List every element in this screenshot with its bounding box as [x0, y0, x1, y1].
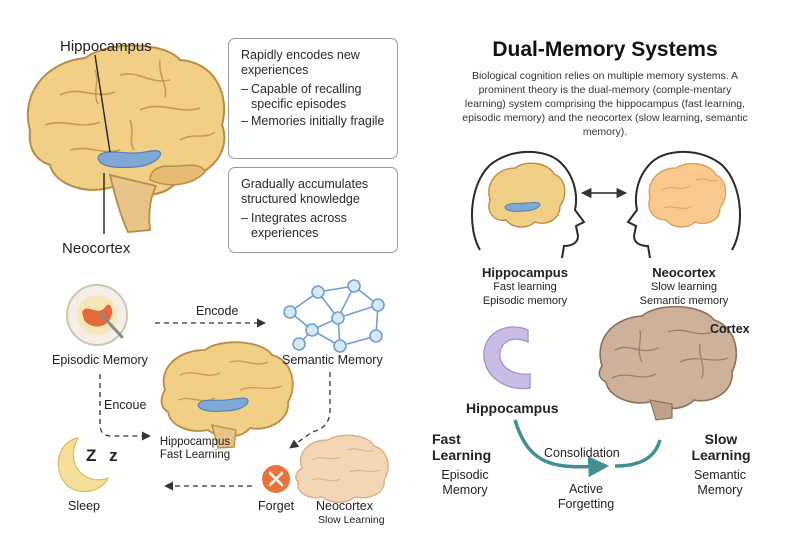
semantic-memory-label: Semantic Memory [282, 353, 383, 367]
hippocampus-info-box: Rapidly encodes new experiences Capable … [228, 38, 398, 159]
hippocampus-shape-icon [483, 326, 531, 390]
consolidation-arrow-tail [614, 439, 662, 468]
cortex-brain-icon [598, 305, 738, 421]
hippocampus-bottom-label: Hippocampus [466, 400, 559, 416]
hippocampus-label: Hippocampus [60, 38, 152, 55]
hippocampus-pointer [94, 54, 111, 153]
encode-label: Encode [196, 304, 239, 318]
hippocampus-fast-learning-label: Hippocampus Fast Learning [150, 436, 240, 462]
neocortex-label: Neocortex [62, 240, 131, 257]
semantic-memory-bottom-label: Semantic Memory [693, 468, 747, 497]
episodic-memory-label: Episodic Memory [52, 353, 148, 367]
right-head-caption: Neocortex Slow learning Semantic memory [624, 265, 744, 308]
hippo-line2: Fast Learning [159, 449, 231, 461]
neural-network-icon [283, 279, 385, 353]
neocortex-info-box: Gradually accumulates structured knowled… [228, 167, 398, 253]
head-profile-icon [626, 150, 741, 259]
episodic-memory-bottom-label: Episodic Memory [441, 468, 489, 497]
encode-down-arrow [99, 374, 151, 441]
left-head-caption: Hippocampus Fast learning Episodic memor… [470, 265, 580, 308]
forget-label: Forget [258, 499, 295, 513]
middle-brain-icon [160, 341, 294, 449]
zzz-label: Z z [86, 446, 122, 465]
consolidation-label: Consolidation [544, 446, 620, 460]
moon-icon [57, 437, 110, 493]
encode-left-label: Encoue [104, 398, 147, 412]
neocortex-small-brain-icon [295, 434, 389, 503]
box1-item: Capable of recalling specific episodes [241, 82, 385, 112]
box2-item: Integrates across experiences [241, 211, 385, 241]
left-head-name: Hippocampus [482, 265, 568, 280]
large-brain-icon [26, 44, 226, 233]
right-head-line1: Slow learning [650, 281, 718, 293]
spaghetti-plate-icon [66, 284, 128, 346]
slow-learning-label: Slow Learning [691, 431, 751, 463]
box2-text: Gradually accumulates structured knowled… [241, 177, 369, 206]
sleep-label: Sleep [68, 499, 100, 513]
neocortex-slow-sub: Slow Learning [318, 514, 385, 526]
right-head-line2: Semantic memory [639, 295, 729, 307]
left-head-line2: Episodic memory [482, 295, 568, 307]
cortex-label: Cortex [710, 322, 750, 336]
page-title: Dual-Memory Systems [492, 38, 718, 61]
description: Biological cognition relies on multiple … [462, 70, 748, 138]
active-forgetting-label: Active Forgetting [557, 482, 615, 511]
head-profile-icon [471, 150, 586, 259]
right-head-name: Neocortex [652, 265, 716, 280]
neocortex-slow-label: Neocortex [316, 499, 373, 513]
left-head-line1: Fast learning [493, 281, 557, 293]
hippo-line1: Hippocampus [159, 436, 231, 448]
semantic-to-forget-arrow [289, 372, 331, 449]
box1-item: Memories initially fragile [241, 114, 385, 129]
consolidation-arrow [513, 419, 610, 478]
box1-text: Rapidly encodes new experiences [241, 48, 360, 77]
forget-x-icon [262, 465, 290, 493]
fast-learning-label: Fast Learning [432, 431, 492, 463]
